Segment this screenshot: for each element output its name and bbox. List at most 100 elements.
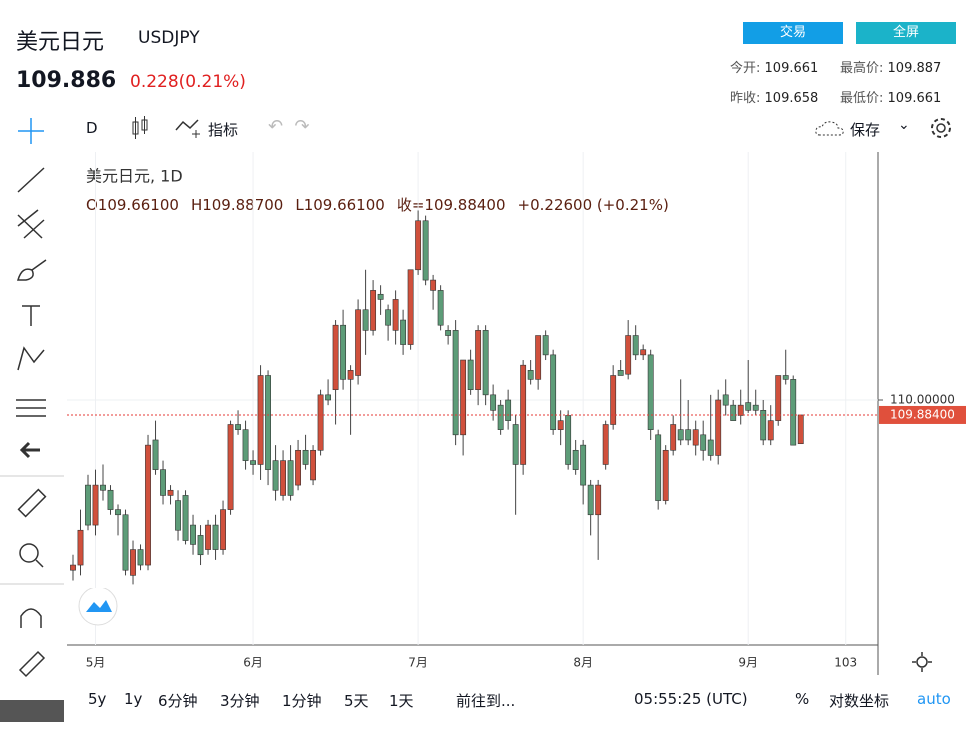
back-tool[interactable] xyxy=(19,441,40,459)
save-menu[interactable]: ⌄ xyxy=(898,117,910,133)
range-button[interactable]: 1分钟 xyxy=(282,692,322,710)
range-button[interactable]: 5y xyxy=(88,690,107,708)
candle-body xyxy=(422,220,429,281)
candle-body xyxy=(715,399,722,456)
text-tool[interactable] xyxy=(22,305,40,326)
candle-body xyxy=(662,449,669,501)
candle-body xyxy=(160,469,166,496)
cloud-icon[interactable] xyxy=(814,118,846,138)
fib-tool[interactable] xyxy=(17,209,45,239)
candle-body xyxy=(482,330,489,396)
auto-toggle[interactable]: auto xyxy=(917,690,951,708)
range-button[interactable]: 3分钟 xyxy=(220,692,260,710)
collapse-bar[interactable] xyxy=(0,700,64,722)
indicator-icon[interactable] xyxy=(174,116,204,140)
range-button[interactable]: 6分钟 xyxy=(158,692,198,710)
stat-label: 今开: xyxy=(730,61,761,76)
price-change: 0.228(0.21%) xyxy=(130,72,246,92)
legend-value: L109.66100 xyxy=(295,196,384,214)
candle-body xyxy=(340,324,347,380)
candle-body xyxy=(130,549,136,576)
candle-body xyxy=(610,375,617,425)
fullscreen-button[interactable]: 全屏 xyxy=(856,22,956,44)
last-price: 109.886 xyxy=(16,68,117,93)
settings-icon[interactable] xyxy=(928,115,954,141)
candle-body xyxy=(370,290,377,331)
line-tool[interactable] xyxy=(17,167,45,193)
magnet-tool[interactable] xyxy=(20,608,42,628)
candle-body xyxy=(392,299,399,331)
pattern-tool[interactable] xyxy=(17,346,45,371)
candle-body xyxy=(632,335,639,356)
candle-body xyxy=(692,429,699,446)
range-button[interactable]: 5天 xyxy=(344,692,369,710)
lock-tool[interactable] xyxy=(18,650,46,678)
candle-body xyxy=(475,330,482,390)
candle-body xyxy=(400,319,407,345)
clock: 05:55:25 (UTC) xyxy=(634,690,748,708)
stat-value: 109.661 xyxy=(887,91,942,106)
candle-body xyxy=(175,500,181,531)
candle-body xyxy=(227,424,234,510)
stat: 最高价: 109.887 xyxy=(840,57,941,76)
candle-body xyxy=(587,484,594,516)
candle-body xyxy=(490,394,497,411)
candle-body xyxy=(685,429,692,441)
candle-body xyxy=(332,324,339,390)
log-toggle[interactable]: 对数坐标 xyxy=(829,692,890,710)
candle-body xyxy=(325,394,332,401)
brush-tool[interactable] xyxy=(17,259,47,281)
candle-icon[interactable] xyxy=(128,114,152,142)
candle-body xyxy=(167,489,174,496)
candle-body xyxy=(677,429,684,441)
candle-body xyxy=(775,375,782,421)
range-button[interactable]: 1天 xyxy=(389,692,414,710)
candle-body xyxy=(182,495,189,541)
candle-body xyxy=(790,379,797,446)
candle-body xyxy=(100,484,106,491)
goto-button[interactable]: 前往到... xyxy=(456,692,516,710)
candle-body xyxy=(92,484,99,526)
candle-body xyxy=(452,330,459,436)
measure-tool[interactable] xyxy=(16,399,46,417)
candle-body xyxy=(257,375,264,465)
candle-body xyxy=(295,449,301,486)
indicators-button[interactable]: 指标 xyxy=(208,121,239,139)
x-tick-label: 6月 xyxy=(243,656,263,670)
candle-body xyxy=(205,524,211,550)
ruler-tool[interactable] xyxy=(17,488,47,518)
candle-body xyxy=(272,460,279,491)
undo-redo[interactable]: ↶ ↷ xyxy=(268,116,310,137)
interval-button[interactable]: D xyxy=(86,119,98,137)
candle-body xyxy=(310,449,317,481)
candle-body xyxy=(302,449,309,465)
zoom-tool[interactable] xyxy=(19,543,44,568)
save-button[interactable]: 保存 xyxy=(850,121,881,139)
instrument-symbol: USDJPY xyxy=(138,28,200,48)
stat: 最低价: 109.661 xyxy=(840,87,941,106)
x-tick-label: 103 xyxy=(834,656,857,670)
candle-body xyxy=(152,439,159,470)
axis-settings[interactable] xyxy=(910,650,934,674)
candle-body xyxy=(445,330,452,336)
candle-body xyxy=(527,370,534,380)
candle-body xyxy=(760,410,767,441)
candle-body xyxy=(212,524,219,550)
legend-value: H109.88700 xyxy=(191,196,283,214)
candle-body xyxy=(535,335,542,380)
candle-body xyxy=(580,444,587,486)
candle-body xyxy=(655,434,662,501)
candle-body xyxy=(602,424,609,465)
candle-body xyxy=(197,535,204,556)
candle-body xyxy=(767,420,774,441)
trade-button[interactable]: 交易 xyxy=(743,22,843,44)
legend-title: 美元日元, 1D xyxy=(86,167,183,186)
stat-label: 最高价: xyxy=(840,61,884,76)
crosshair-tool[interactable] xyxy=(18,118,44,144)
range-button[interactable]: 1y xyxy=(124,690,143,708)
percent-toggle[interactable]: % xyxy=(795,690,810,708)
candle-body xyxy=(625,335,632,375)
candle-body xyxy=(647,354,654,430)
